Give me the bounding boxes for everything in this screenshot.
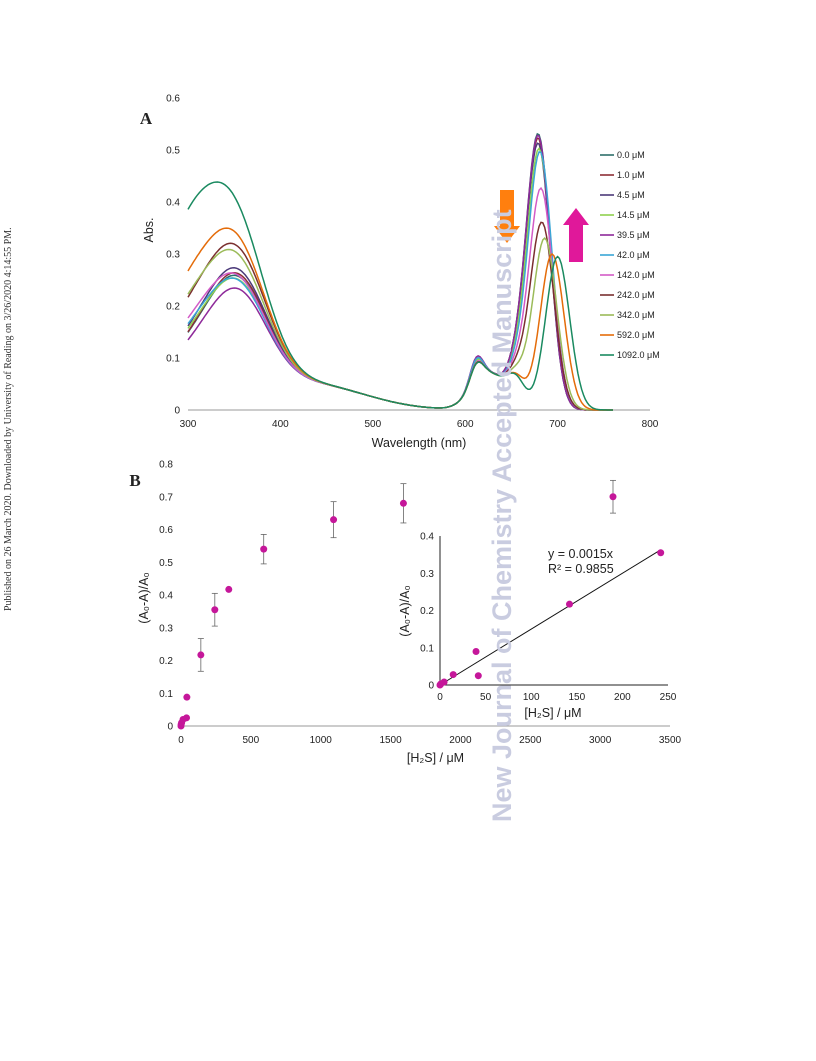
x-tick-label: 1000 <box>310 735 333 746</box>
y-axis-title: Abs. <box>142 217 156 242</box>
data-point <box>330 516 338 524</box>
legend-label: 1092.0 μM <box>617 350 660 360</box>
data-point <box>609 493 617 501</box>
inset-data-point <box>472 647 480 655</box>
y-tick-label: 0 <box>167 722 173 733</box>
x-tick-label: 600 <box>457 419 474 430</box>
y-axis-title: (A₀-A)/A₀ <box>137 572 151 623</box>
x-tick-label: 2000 <box>449 735 472 746</box>
inset-x-tick-label: 0 <box>437 692 443 703</box>
legend-label: 342.0 μM <box>617 310 655 320</box>
decrease-arrow <box>494 190 520 243</box>
legend-label: 592.0 μM <box>617 330 655 340</box>
inset-y-tick-label: 0.1 <box>420 643 434 654</box>
x-tick-label: 1500 <box>379 735 402 746</box>
inset-x-tick-label: 50 <box>480 692 492 703</box>
inset-x-axis-title: [H₂S] / μM <box>524 706 581 720</box>
data-point <box>260 545 268 553</box>
data-point <box>183 693 191 701</box>
fit-equation: y = 0.0015x <box>548 547 614 561</box>
legend-label: 4.5 μM <box>617 190 645 200</box>
y-tick-label: 0.5 <box>166 146 180 157</box>
y-tick-label: 0.6 <box>166 94 180 105</box>
x-tick-label: 500 <box>364 419 381 430</box>
y-tick-label: 0.4 <box>159 591 173 602</box>
x-tick-label: 500 <box>243 735 260 746</box>
spectrum-line <box>187 134 613 411</box>
inset-x-tick-label: 250 <box>660 692 677 703</box>
x-tick-label: 0 <box>178 735 184 746</box>
inset-data-point <box>474 672 482 680</box>
panel-b-inset: 0 0.1 0.2 0.3 0.4 0 50 100 150 200 250 [H₂S] / μM (A… <box>398 532 677 721</box>
x-tick-label: 400 <box>272 419 289 430</box>
y-tick-label: 0.3 <box>166 250 180 261</box>
legend-label: 0.0 μM <box>617 150 645 160</box>
x-tick-label: 3500 <box>659 735 682 746</box>
inset-x-tick-label: 200 <box>614 692 631 703</box>
panel-letter-b: B <box>129 471 140 490</box>
y-tick-label: 0.5 <box>159 558 173 569</box>
spectrum-line <box>187 181 613 411</box>
download-notice: Published on 26 March 2020. Downloaded b… <box>3 227 14 611</box>
inset-data-point <box>566 600 574 608</box>
y-tick-label: 0.7 <box>159 492 173 503</box>
y-tick-label: 0.8 <box>159 460 173 471</box>
x-axis-title: [H₂S] / μM <box>407 751 464 765</box>
inset-y-tick-label: 0.2 <box>420 606 434 617</box>
inset-x-tick-label: 150 <box>568 692 585 703</box>
x-tick-label: 300 <box>180 419 197 430</box>
legend-label: 242.0 μM <box>617 290 655 300</box>
x-axis-title: Wavelength (nm) <box>372 436 467 450</box>
panel-b: B00.10.20.30.40.50.60.70.80 500 1000 1500 20… <box>129 460 681 766</box>
spectrum-line <box>187 150 613 411</box>
legend-label: 14.5 μM <box>617 210 650 220</box>
y-tick-label: 0 <box>174 406 180 417</box>
panel-a: A 0 0.1 0.2 0.3 0.4 0.5 0.6 300 400 500 600 700 800 Wa… <box>140 94 660 451</box>
inset-y-tick-label: 0.4 <box>420 532 434 543</box>
inset-y-tick-label: 0 <box>428 681 434 692</box>
y-tick-label: 0.1 <box>166 354 180 365</box>
y-tick-label: 0.4 <box>166 198 180 209</box>
inset-y-tick-label: 0.3 <box>420 569 434 580</box>
data-point <box>197 651 205 659</box>
increase-arrow <box>563 208 589 262</box>
x-tick-label: 800 <box>642 419 659 430</box>
panel-letter-a: A <box>140 109 153 128</box>
y-tick-label: 0.3 <box>159 623 173 634</box>
x-tick-label: 700 <box>549 419 566 430</box>
linear-fit-line <box>439 549 661 686</box>
legend-label: 142.0 μM <box>617 270 655 280</box>
fit-r-squared: R² = 0.9855 <box>548 562 614 576</box>
spectrum-line <box>187 237 613 411</box>
data-point <box>399 499 407 507</box>
x-tick-label: 3000 <box>589 735 612 746</box>
y-tick-label: 0.6 <box>159 525 173 536</box>
legend-label: 39.5 μM <box>617 230 650 240</box>
y-tick-label: 0.2 <box>159 656 173 667</box>
data-point <box>225 585 233 593</box>
journal-watermark: New Journal of Chemistry Accepted Manusc… <box>487 209 517 822</box>
inset-data-point <box>657 549 665 557</box>
inset-data-point <box>449 671 457 679</box>
spectrum-line <box>187 132 613 411</box>
legend-label: 42.0 μM <box>617 250 650 260</box>
y-tick-label: 0.1 <box>159 689 173 700</box>
inset-x-tick-label: 100 <box>523 692 540 703</box>
inset-y-axis-title: (A₀-A)/A₀ <box>398 585 412 636</box>
data-point <box>183 714 191 722</box>
inset-data-point <box>440 678 448 686</box>
x-tick-label: 2500 <box>519 735 542 746</box>
data-point <box>211 606 219 614</box>
legend-label: 1.0 μM <box>617 170 645 180</box>
y-tick-label: 0.2 <box>166 302 180 313</box>
spectrum-line <box>187 147 613 411</box>
